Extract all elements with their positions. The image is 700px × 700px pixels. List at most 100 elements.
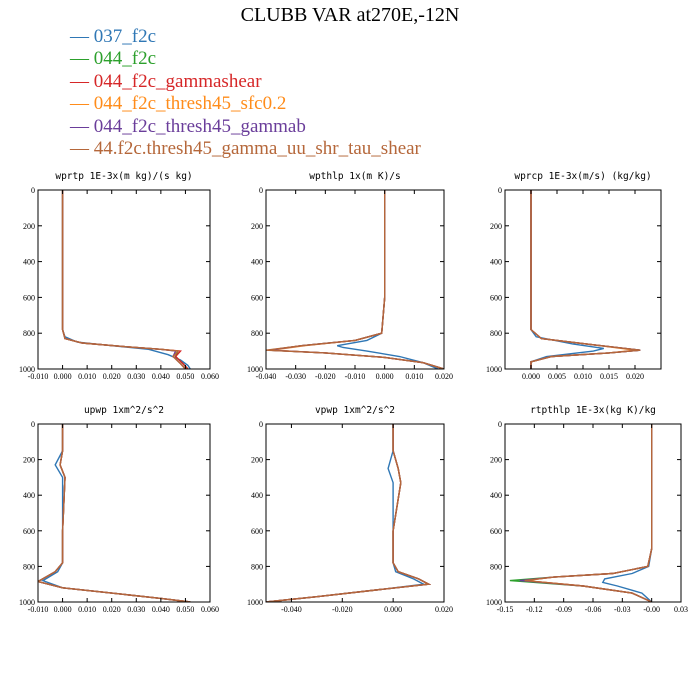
x-tick-label: -0.03	[614, 605, 631, 614]
series-line-1	[61, 190, 191, 369]
y-tick-label: 200	[490, 456, 502, 465]
x-tick-label: 0.020	[626, 372, 644, 381]
y-tick-label: 1000	[486, 598, 502, 607]
x-tick-label: 0.03	[674, 605, 688, 614]
legend-label: 037_f2c	[93, 26, 157, 47]
x-tick-label: 0.010	[574, 372, 592, 381]
y-tick-label: 800	[251, 329, 263, 338]
series-line-6	[266, 424, 432, 602]
series-line-1	[601, 424, 653, 602]
x-tick-label: 0.060	[201, 372, 219, 381]
legend-label: 044_f2c_thresh45_sfc0.2	[93, 93, 287, 115]
panel-3: wprcp 1E-3x(m/s) (kg/kg) 0 200 400 600 800 100…	[486, 171, 662, 381]
x-tick-label: -0.020	[315, 372, 336, 381]
panel-5: vpwp 1xm^2/s^2 0 200 400 600 800 1000 -0.040 -0.…	[247, 405, 453, 614]
x-tick-label: -0.010	[345, 372, 366, 381]
plot-frame	[37, 423, 211, 603]
panel-2: wpthlp 1x(m K)/s02004006008001000-0.040-…	[247, 171, 453, 381]
y-tick-label: 400	[490, 258, 502, 267]
x-tick-label: -0.010	[28, 605, 49, 614]
legend: — 037_f2c — 044_f2c — 044_f2c_gammashear…	[70, 26, 421, 160]
y-tick-label: 600	[490, 527, 502, 536]
x-tick-label: 0.040	[152, 372, 170, 381]
series-line-6	[38, 424, 191, 602]
y-tick-label: 1000	[19, 598, 35, 607]
y-tick-label: 0	[498, 420, 502, 429]
x-tick-label: 0.020	[103, 605, 121, 614]
y-tick-label: 800	[251, 562, 263, 571]
x-tick-label: 0.000	[384, 605, 402, 614]
x-tick-label: 0.030	[127, 372, 145, 381]
y-tick-label: 1000	[247, 365, 263, 374]
legend-item: — 037_f2c	[70, 26, 157, 47]
y-tick-label: 400	[251, 258, 263, 267]
series-line-6	[530, 190, 641, 369]
panel-title: vpwp 1xm^2/s^2	[315, 405, 395, 416]
y-tick-label: 600	[23, 527, 35, 536]
x-tick-label: 0.020	[103, 372, 121, 381]
x-tick-label: 0.000	[54, 372, 72, 381]
legend-label: 044_f2c_thresh45_gammab	[93, 115, 306, 137]
x-tick-label: 0.010	[78, 605, 96, 614]
series-line-4	[38, 424, 191, 602]
y-tick-label: 600	[251, 527, 263, 536]
x-tick-label: 0.050	[176, 605, 194, 614]
x-tick-label: 0.000	[54, 605, 72, 614]
plot-frame	[37, 189, 211, 370]
y-tick-label: 800	[23, 562, 35, 571]
y-tick-label: 0	[259, 420, 263, 429]
series-line-4	[530, 190, 636, 369]
x-tick-label: -0.030	[285, 372, 306, 381]
y-tick-label: 0	[259, 186, 263, 195]
series-line-5	[530, 190, 641, 369]
y-tick-label: 600	[23, 293, 35, 302]
legend-item: — 044_f2c_gammashear	[70, 70, 262, 92]
y-tick-label: 800	[490, 329, 502, 338]
x-tick-label: -0.09	[555, 605, 572, 614]
x-tick-label: 0.015	[600, 372, 618, 381]
y-tick-label: 0	[31, 420, 35, 429]
series-line-6	[61, 190, 186, 369]
y-tick-label: 1000	[19, 365, 35, 374]
x-tick-label: 0.005	[548, 372, 566, 381]
x-tick-label: 0.060	[201, 605, 219, 614]
y-tick-label: 1000	[247, 598, 263, 607]
y-tick-label: 800	[490, 562, 502, 571]
series-line-6	[266, 190, 444, 369]
y-tick-label: 1000	[486, 365, 502, 374]
y-tick-label: 400	[251, 491, 263, 500]
series-line-3	[38, 424, 191, 602]
x-tick-label: -0.020	[332, 605, 353, 614]
legend-label: 44.f2c.thresh45_gamma_uu_shr_tau_shear	[93, 138, 421, 160]
x-tick-label: -0.06	[585, 605, 602, 614]
panel-1: wprtp 1E-3x(m kg)/(s kg) 0 200 400 600 800 100…	[19, 171, 219, 381]
panel-title: rtpthlp 1E-3x(kg K)/kg	[530, 405, 656, 416]
y-tick-label: 200	[490, 222, 502, 231]
plot-frame	[504, 189, 662, 370]
legend-item: — 044_f2c_thresh45_sfc0.2	[70, 93, 287, 115]
panel-title: wprcp 1E-3x(m/s) (kg/kg)	[514, 171, 651, 182]
legend-item: — 44.f2c.thresh45_gamma_uu_shr_tau_shear	[70, 138, 421, 160]
panel-title: upwp 1xm^2/s^2	[84, 405, 164, 416]
x-tick-label: -0.15	[497, 605, 514, 614]
y-tick-label: 200	[23, 456, 35, 465]
y-tick-label: 800	[23, 329, 35, 338]
series-line-3	[530, 190, 641, 369]
x-tick-label: 0.010	[405, 372, 423, 381]
x-tick-label: 0.030	[127, 605, 145, 614]
x-tick-label: 0.020	[435, 372, 453, 381]
legend-item: — 044_f2c_thresh45_gammab	[70, 115, 306, 137]
y-tick-label: 0	[498, 186, 502, 195]
series-line-6	[524, 424, 653, 602]
legend-label: 044_f2c_gammashear	[93, 70, 262, 92]
panel-6: rtpthlp 1E-3x(kg K)/kg02004006008001000-…	[486, 405, 688, 614]
panel-title: wprtp 1E-3x(m kg)/(s kg)	[55, 171, 192, 182]
series-line-2	[530, 190, 641, 369]
y-tick-label: 0	[31, 186, 35, 195]
x-tick-label: 0.000	[376, 372, 394, 381]
series-line-1	[41, 424, 191, 602]
x-tick-label: -0.010	[28, 372, 49, 381]
x-tick-label: -0.040	[256, 372, 277, 381]
x-tick-label: 0.040	[152, 605, 170, 614]
